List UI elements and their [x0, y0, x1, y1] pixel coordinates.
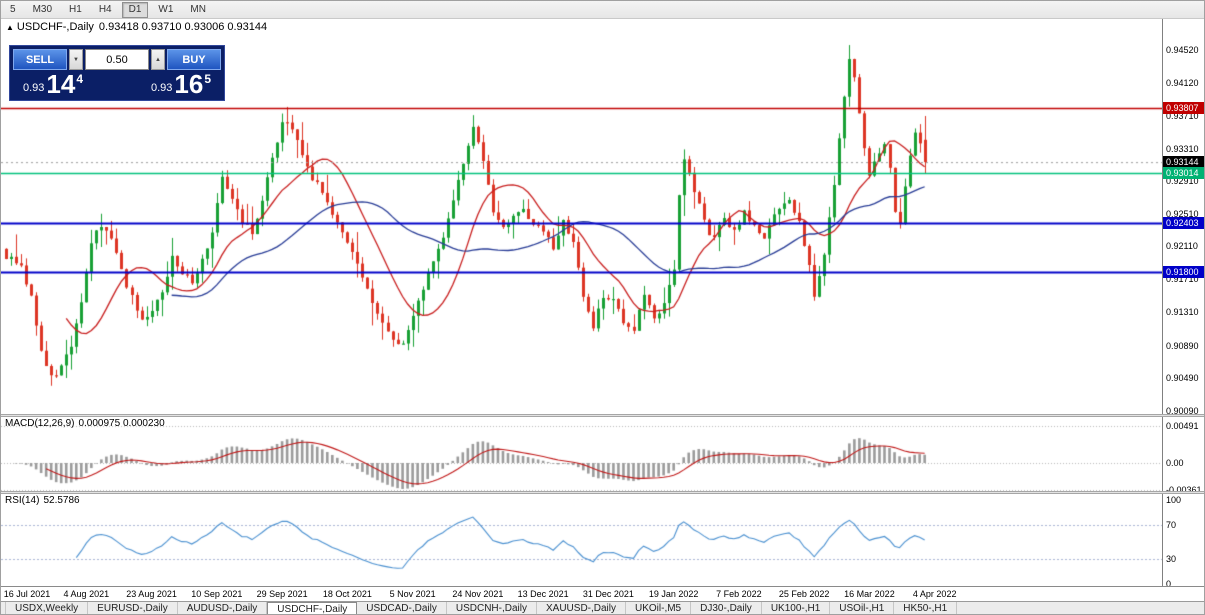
date-label: 29 Sep 2021	[256, 589, 308, 599]
symbol-marker-icon: ▲	[6, 23, 14, 32]
volume-decrease-button[interactable]: ▼	[69, 49, 83, 70]
price-axis-label: 0.91710	[1166, 273, 1199, 284]
chart-symbol: USDCHF-,Daily	[16, 21, 94, 33]
timeframe-w1[interactable]: W1	[158, 3, 174, 15]
macd-label: MACD(12,26,9) 0.000975 0.000230	[5, 418, 165, 429]
price-axis[interactable]: 0.94520 0.94120 0.93710 0.93310 0.92910 0.925…	[1162, 19, 1204, 416]
date-label: 16 Jul 2021	[3, 589, 51, 599]
tab-usdcad-daily[interactable]: USDCAD-,Daily	[357, 602, 447, 614]
tab-usdcnh-daily[interactable]: USDCNH-,Daily	[447, 602, 537, 614]
date-label: 4 Apr 2022	[912, 589, 957, 599]
rsi-axis[interactable]: 100 70 30 0	[1162, 494, 1204, 589]
resistance-price-label: 0.93807	[1163, 102, 1204, 115]
sell-price-sup: 4	[76, 72, 84, 86]
date-label: 18 Oct 2021	[322, 589, 372, 599]
tab-dj30-daily[interactable]: DJ30-,Daily	[691, 602, 762, 614]
tab-usoil-h1[interactable]: USOil-,H1	[830, 602, 895, 614]
price-axis-label: 0.90490	[1166, 373, 1199, 384]
tab-uk100-h1[interactable]: UK100-,H1	[762, 602, 831, 614]
panel-splitter-macd[interactable]	[1, 414, 1204, 417]
sell-price-base: 0.93	[23, 82, 45, 94]
sell-button[interactable]: SELL	[13, 49, 67, 70]
chart-tabs: USDX,Weekly EURUSD-,Daily AUDUSD-,Daily USD…	[1, 601, 1204, 614]
timeframe-mn[interactable]: MN	[190, 3, 206, 15]
buy-price-sup: 5	[204, 72, 211, 86]
trade-controls-row: SELL ▼ ▲ BUY	[13, 49, 221, 70]
date-label: 13 Dec 2021	[517, 589, 569, 599]
support1-price-label: 0.92403	[1163, 216, 1204, 229]
volume-input[interactable]	[85, 49, 149, 70]
pivot-price-label: 0.93014	[1163, 166, 1204, 179]
chart-ohlc-title: ▲ USDCHF-,Daily 0.93418 0.93710 0.93006 0.…	[6, 21, 267, 33]
price-axis-label: 0.94520	[1166, 44, 1199, 55]
tab-audusd-daily[interactable]: AUDUSD-,Daily	[178, 602, 268, 614]
price-axis-label: 0.90090	[1166, 406, 1199, 416]
date-label: 31 Dec 2021	[582, 589, 634, 599]
rsi-axis-label: 30	[1166, 553, 1177, 564]
date-label: 24 Nov 2021	[452, 589, 504, 599]
timeframe-5[interactable]: 5	[10, 3, 16, 15]
price-axis-label: 0.93310	[1166, 143, 1199, 154]
price-axis-label: 0.92510	[1166, 208, 1199, 219]
rsi-label: RSI(14) 52.5786	[5, 495, 80, 506]
tab-xauusd-daily[interactable]: XAUUSD-,Daily	[537, 602, 626, 614]
rsi-canvas[interactable]	[1, 494, 1162, 586]
macd-axis-label: -0.00361	[1166, 485, 1202, 495]
buy-price-base: 0.93	[150, 82, 173, 94]
volume-increase-button[interactable]: ▲	[151, 49, 165, 70]
tab-ukoil-m5[interactable]: UKOil-,M5	[626, 602, 692, 614]
support2-price-label: 0.91800	[1163, 265, 1204, 278]
date-label: 25 Feb 2022	[778, 589, 830, 599]
tab-hk50-h1[interactable]: HK50-,H1	[894, 602, 958, 614]
chart-ohlc-values: 0.93418 0.93710 0.93006 0.93144	[98, 21, 268, 33]
trade-prices-row: 0.93 14 4 0.93 16 5	[13, 70, 221, 97]
price-axis-label: 0.92110	[1166, 241, 1198, 252]
date-label: 19 Jan 2022	[648, 589, 699, 599]
timeframe-d1[interactable]: D1	[121, 1, 149, 18]
price-axis-label: 0.94120	[1166, 77, 1199, 88]
rsi-axis-label: 100	[1166, 495, 1182, 505]
macd-axis-label: 0.00	[1166, 458, 1184, 468]
price-axis-label: 0.92910	[1166, 176, 1199, 187]
buy-price[interactable]: 0.93 16 5	[150, 69, 211, 99]
panel-splitter-rsi[interactable]	[1, 491, 1204, 494]
tab-eurusd-daily[interactable]: EURUSD-,Daily	[88, 602, 178, 614]
date-label: 5 Nov 2021	[389, 589, 436, 599]
price-axis-label: 0.91310	[1166, 306, 1199, 317]
timeframe-m30[interactable]: M30	[32, 3, 53, 15]
rsi-axis-label: 0	[1166, 579, 1172, 589]
timeframe-h1[interactable]: H1	[69, 3, 82, 15]
macd-axis[interactable]: 0.00491 0.00 -0.00361	[1162, 417, 1204, 495]
date-label: 16 Mar 2022	[844, 589, 895, 599]
buy-button[interactable]: BUY	[167, 49, 221, 70]
rsi-panel: RSI(14) 52.5786 100 70 30 0	[1, 494, 1204, 589]
timeframe-h4[interactable]: H4	[98, 3, 112, 15]
timeframe-toolbar: 5 M30 H1 H4 D1 W1 MN	[1, 1, 1204, 19]
sell-price[interactable]: 0.93 14 4	[23, 69, 84, 99]
rsi-axis-label: 70	[1166, 520, 1177, 531]
date-axis[interactable]: 16 Jul 2021 4 Aug 2021 23 Aug 2021 10 Sep 2…	[1, 586, 1204, 601]
macd-panel: MACD(12,26,9) 0.000975 0.000230 0.00491 0.…	[1, 417, 1204, 495]
tab-usdchf-daily[interactable]: USDCHF-,Daily	[267, 602, 358, 614]
sell-price-big: 14	[46, 69, 76, 99]
macd-canvas[interactable]	[1, 417, 1162, 491]
date-label: 7 Feb 2022	[716, 589, 762, 599]
date-label: 4 Aug 2021	[63, 589, 110, 599]
tab-usdx-weekly[interactable]: USDX,Weekly	[5, 602, 89, 614]
price-axis-label: 0.90890	[1166, 340, 1199, 351]
price-axis-label: 0.93710	[1166, 110, 1199, 121]
macd-axis-label: 0.00491	[1166, 421, 1199, 431]
price-chart-panel: ▲ USDCHF-,Daily 0.93418 0.93710 0.93006 0.…	[1, 19, 1204, 416]
date-label: 10 Sep 2021	[191, 589, 243, 599]
buy-price-big: 16	[174, 69, 204, 99]
date-label: 23 Aug 2021	[126, 589, 177, 599]
bid-price-label: 0.93144	[1163, 156, 1204, 169]
